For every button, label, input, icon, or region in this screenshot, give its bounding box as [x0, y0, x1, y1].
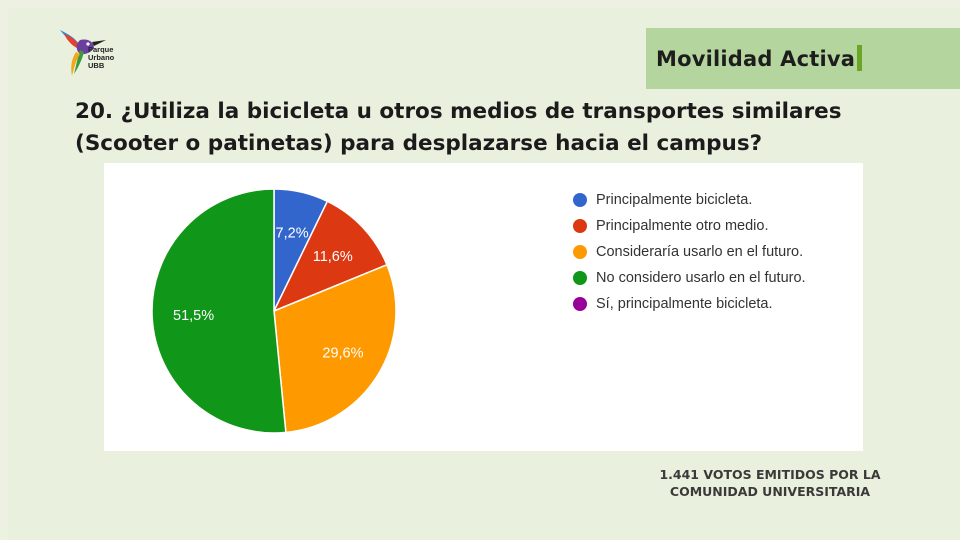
pie-chart-panel: 7,2% 11,6% 29,6% 51,5% Principalmente bicic…	[104, 163, 863, 451]
pie-slice-1	[272, 200, 388, 313]
legend-label: Sí, principalmente bicicleta.	[596, 296, 773, 312]
votes-line-2: COMUNIDAD UNIVERSITARIA	[669, 484, 871, 499]
pie-slice-label-3: 51,5%	[173, 308, 214, 324]
section-title-banner: Movilidad Activa	[646, 28, 960, 89]
pie-slice-label-1: 11,6%	[313, 249, 353, 265]
section-title: Movilidad Activa	[656, 45, 863, 73]
hummingbird-logo-icon	[54, 26, 134, 78]
logo-line-3: UBB	[88, 61, 105, 70]
legend-dot-icon	[573, 193, 587, 207]
legend-label: No considero usarlo en el futuro.	[596, 270, 806, 286]
pie-slice-label-2: 29,6%	[322, 346, 363, 362]
pie-chart: 7,2%11,6% 29,6% 51,5%	[151, 188, 397, 434]
legend-item-2: Consideraría usarlo en el futuro.	[570, 239, 806, 265]
pie-slice-2	[273, 263, 397, 434]
question-heading: 20. ¿Utiliza la bicicleta u otros medios…	[75, 99, 842, 156]
pie-slice-3	[151, 188, 287, 434]
votes-footer-note: 1.441 VOTOS EMITIDOS POR LA COMUNIDAD UN…	[640, 466, 900, 500]
legend-dot-icon	[573, 219, 587, 233]
votes-line-1: 1.441 VOTOS EMITIDOS POR LA	[659, 467, 881, 482]
chart-legend: Principalmente bicicleta. Principalmente …	[570, 187, 806, 317]
legend-item-4: Sí, principalmente bicicleta.	[570, 291, 806, 317]
legend-label: Principalmente bicicleta.	[596, 192, 753, 208]
logo-text: Parque Urbano UBB	[88, 46, 114, 70]
legend-label: Consideraría usarlo en el futuro.	[596, 244, 804, 260]
logo-line-2: Urbano	[88, 53, 115, 62]
legend-item-3: No considero usarlo en el futuro.	[570, 265, 806, 291]
legend-item-0: Principalmente bicicleta.	[570, 187, 806, 213]
legend-item-1: Principalmente otro medio.	[570, 213, 806, 239]
title-accent-bar	[857, 45, 863, 71]
pie-slice-label-0: 7,2%	[276, 226, 309, 242]
logo-line-1: Parque	[88, 45, 114, 54]
legend-label: Principalmente otro medio.	[596, 218, 769, 234]
legend-dot-icon	[573, 297, 587, 311]
legend-dot-icon	[573, 245, 587, 259]
legend-dot-icon	[573, 271, 587, 285]
